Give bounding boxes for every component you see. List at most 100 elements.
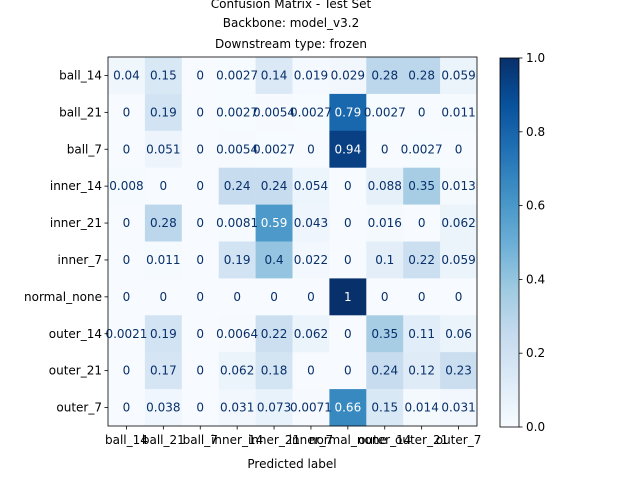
heatmap-cell <box>292 57 330 95</box>
heatmap-cell <box>292 204 330 242</box>
heatmap-cell <box>292 352 330 390</box>
heatmap-cell <box>403 93 441 132</box>
heatmap-cell <box>329 130 367 168</box>
cell-value-label: 0.04 <box>113 68 140 82</box>
cell-value-label: 0 <box>123 216 131 230</box>
cell-value-label: 0.24 <box>261 179 288 193</box>
heatmap-cell <box>329 93 367 132</box>
heatmap-cell <box>292 241 330 279</box>
heatmap-cell <box>218 352 256 390</box>
cell-value-label: 0.35 <box>371 327 398 341</box>
cell-value-label: 0.06 <box>445 327 472 341</box>
heatmap-cell <box>108 389 146 427</box>
heatmap-cell <box>366 352 404 390</box>
cell-value-label: 0.0064 <box>216 327 258 341</box>
heatmap-cell <box>403 57 441 95</box>
cell-value-label: 0.19 <box>224 253 251 267</box>
x-tick-label: outer_7 <box>436 433 482 447</box>
x-tick-label: inner_21 <box>248 433 300 447</box>
cell-value-label: 0.0027 <box>290 105 332 119</box>
cell-value-label: 0.14 <box>261 68 288 82</box>
cell-value-label: 0 <box>418 216 426 230</box>
heatmap-cell <box>108 167 146 205</box>
cell-value-label: 0 <box>196 142 204 156</box>
cell-value-label: 0.059 <box>441 253 475 267</box>
cell-value-label: 0 <box>418 290 426 304</box>
heatmap-cell <box>292 130 330 168</box>
y-tick-label: inner_7 <box>58 253 103 267</box>
cell-value-label: 0 <box>381 142 389 156</box>
heatmap-cell <box>108 57 146 95</box>
cell-value-label: 0.022 <box>294 253 328 267</box>
heatmap-cell <box>181 167 219 205</box>
cell-value-label: 0.19 <box>150 105 177 119</box>
heatmap-cell <box>440 93 478 132</box>
heatmap-cell <box>329 204 367 242</box>
cell-value-label: 0.15 <box>150 68 177 82</box>
x-tick-label: inner_7 <box>289 433 334 447</box>
cell-value-label: 0 <box>344 364 352 378</box>
heatmap-cell <box>366 315 404 353</box>
heatmap-cell <box>292 278 330 316</box>
cell-value-label: 0.22 <box>408 253 435 267</box>
heatmap-cell <box>403 204 441 242</box>
heatmap-cell <box>403 315 441 353</box>
heatmap-cell <box>144 130 183 168</box>
cell-value-label: 0 <box>196 105 204 119</box>
x-tick-label: inner_14 <box>211 433 263 447</box>
cell-value-label: 0 <box>418 105 426 119</box>
cell-value-label: 0.008 <box>109 179 143 193</box>
heatmap-cell <box>255 278 293 316</box>
cell-value-label: 0.28 <box>150 216 177 230</box>
heatmap-cell <box>144 315 183 353</box>
heatmap-cell <box>403 389 441 427</box>
cell-value-label: 0 <box>123 142 131 156</box>
heatmap-cell <box>366 278 404 316</box>
cell-value-label: 0.0071 <box>290 401 332 415</box>
cell-value-label: 0 <box>196 253 204 267</box>
heatmap-cell <box>255 167 293 205</box>
y-tick-label: inner_14 <box>50 179 102 193</box>
cell-value-label: 0 <box>196 401 204 415</box>
cell-value-label: 0.4 <box>265 253 284 267</box>
heatmap-cell <box>144 352 183 390</box>
cell-value-label: 0.11 <box>408 327 435 341</box>
cell-value-label: 0.0027 <box>401 142 443 156</box>
heatmap-cell <box>292 389 330 427</box>
cell-value-label: 0.24 <box>224 179 251 193</box>
heatmap-cell <box>144 389 183 427</box>
heatmap-cell <box>366 93 404 132</box>
heatmap-cell <box>255 130 293 168</box>
x-axis-label: Predicted label <box>247 457 336 471</box>
heatmap-cell <box>218 130 256 168</box>
heatmap-cell <box>403 352 441 390</box>
cell-value-label: 0 <box>196 179 204 193</box>
cell-value-label: 0.0027 <box>364 105 406 119</box>
cell-value-label: 0 <box>233 290 241 304</box>
heatmap-cell <box>366 130 404 168</box>
heatmap-cell <box>403 278 441 316</box>
cell-value-label: 0.59 <box>261 216 288 230</box>
heatmap-cell <box>218 241 256 279</box>
heatmap-cell <box>181 130 219 168</box>
cell-value-label: 0 <box>123 290 131 304</box>
cell-value-label: 0.031 <box>441 401 475 415</box>
heatmap-cell <box>218 315 256 353</box>
y-tick-label: ball_7 <box>67 142 102 156</box>
heatmap-cell <box>440 204 478 242</box>
heatmap-cell <box>108 315 146 353</box>
heatmap-cell <box>255 389 293 427</box>
heatmap-cell <box>440 241 478 279</box>
cell-value-label: 0.014 <box>404 401 438 415</box>
y-tick-label: ball_14 <box>59 68 102 82</box>
cell-value-label: 0 <box>123 401 131 415</box>
cell-value-label: 0 <box>196 216 204 230</box>
cell-value-label: 0.35 <box>408 179 435 193</box>
cell-value-label: 0 <box>307 290 315 304</box>
cell-value-label: 0 <box>307 142 315 156</box>
cell-value-label: 0 <box>344 327 352 341</box>
cell-value-label: 0.28 <box>408 68 435 82</box>
cell-value-label: 0.15 <box>371 401 398 415</box>
heatmap-cell <box>144 57 183 95</box>
heatmap-cell <box>218 57 256 95</box>
